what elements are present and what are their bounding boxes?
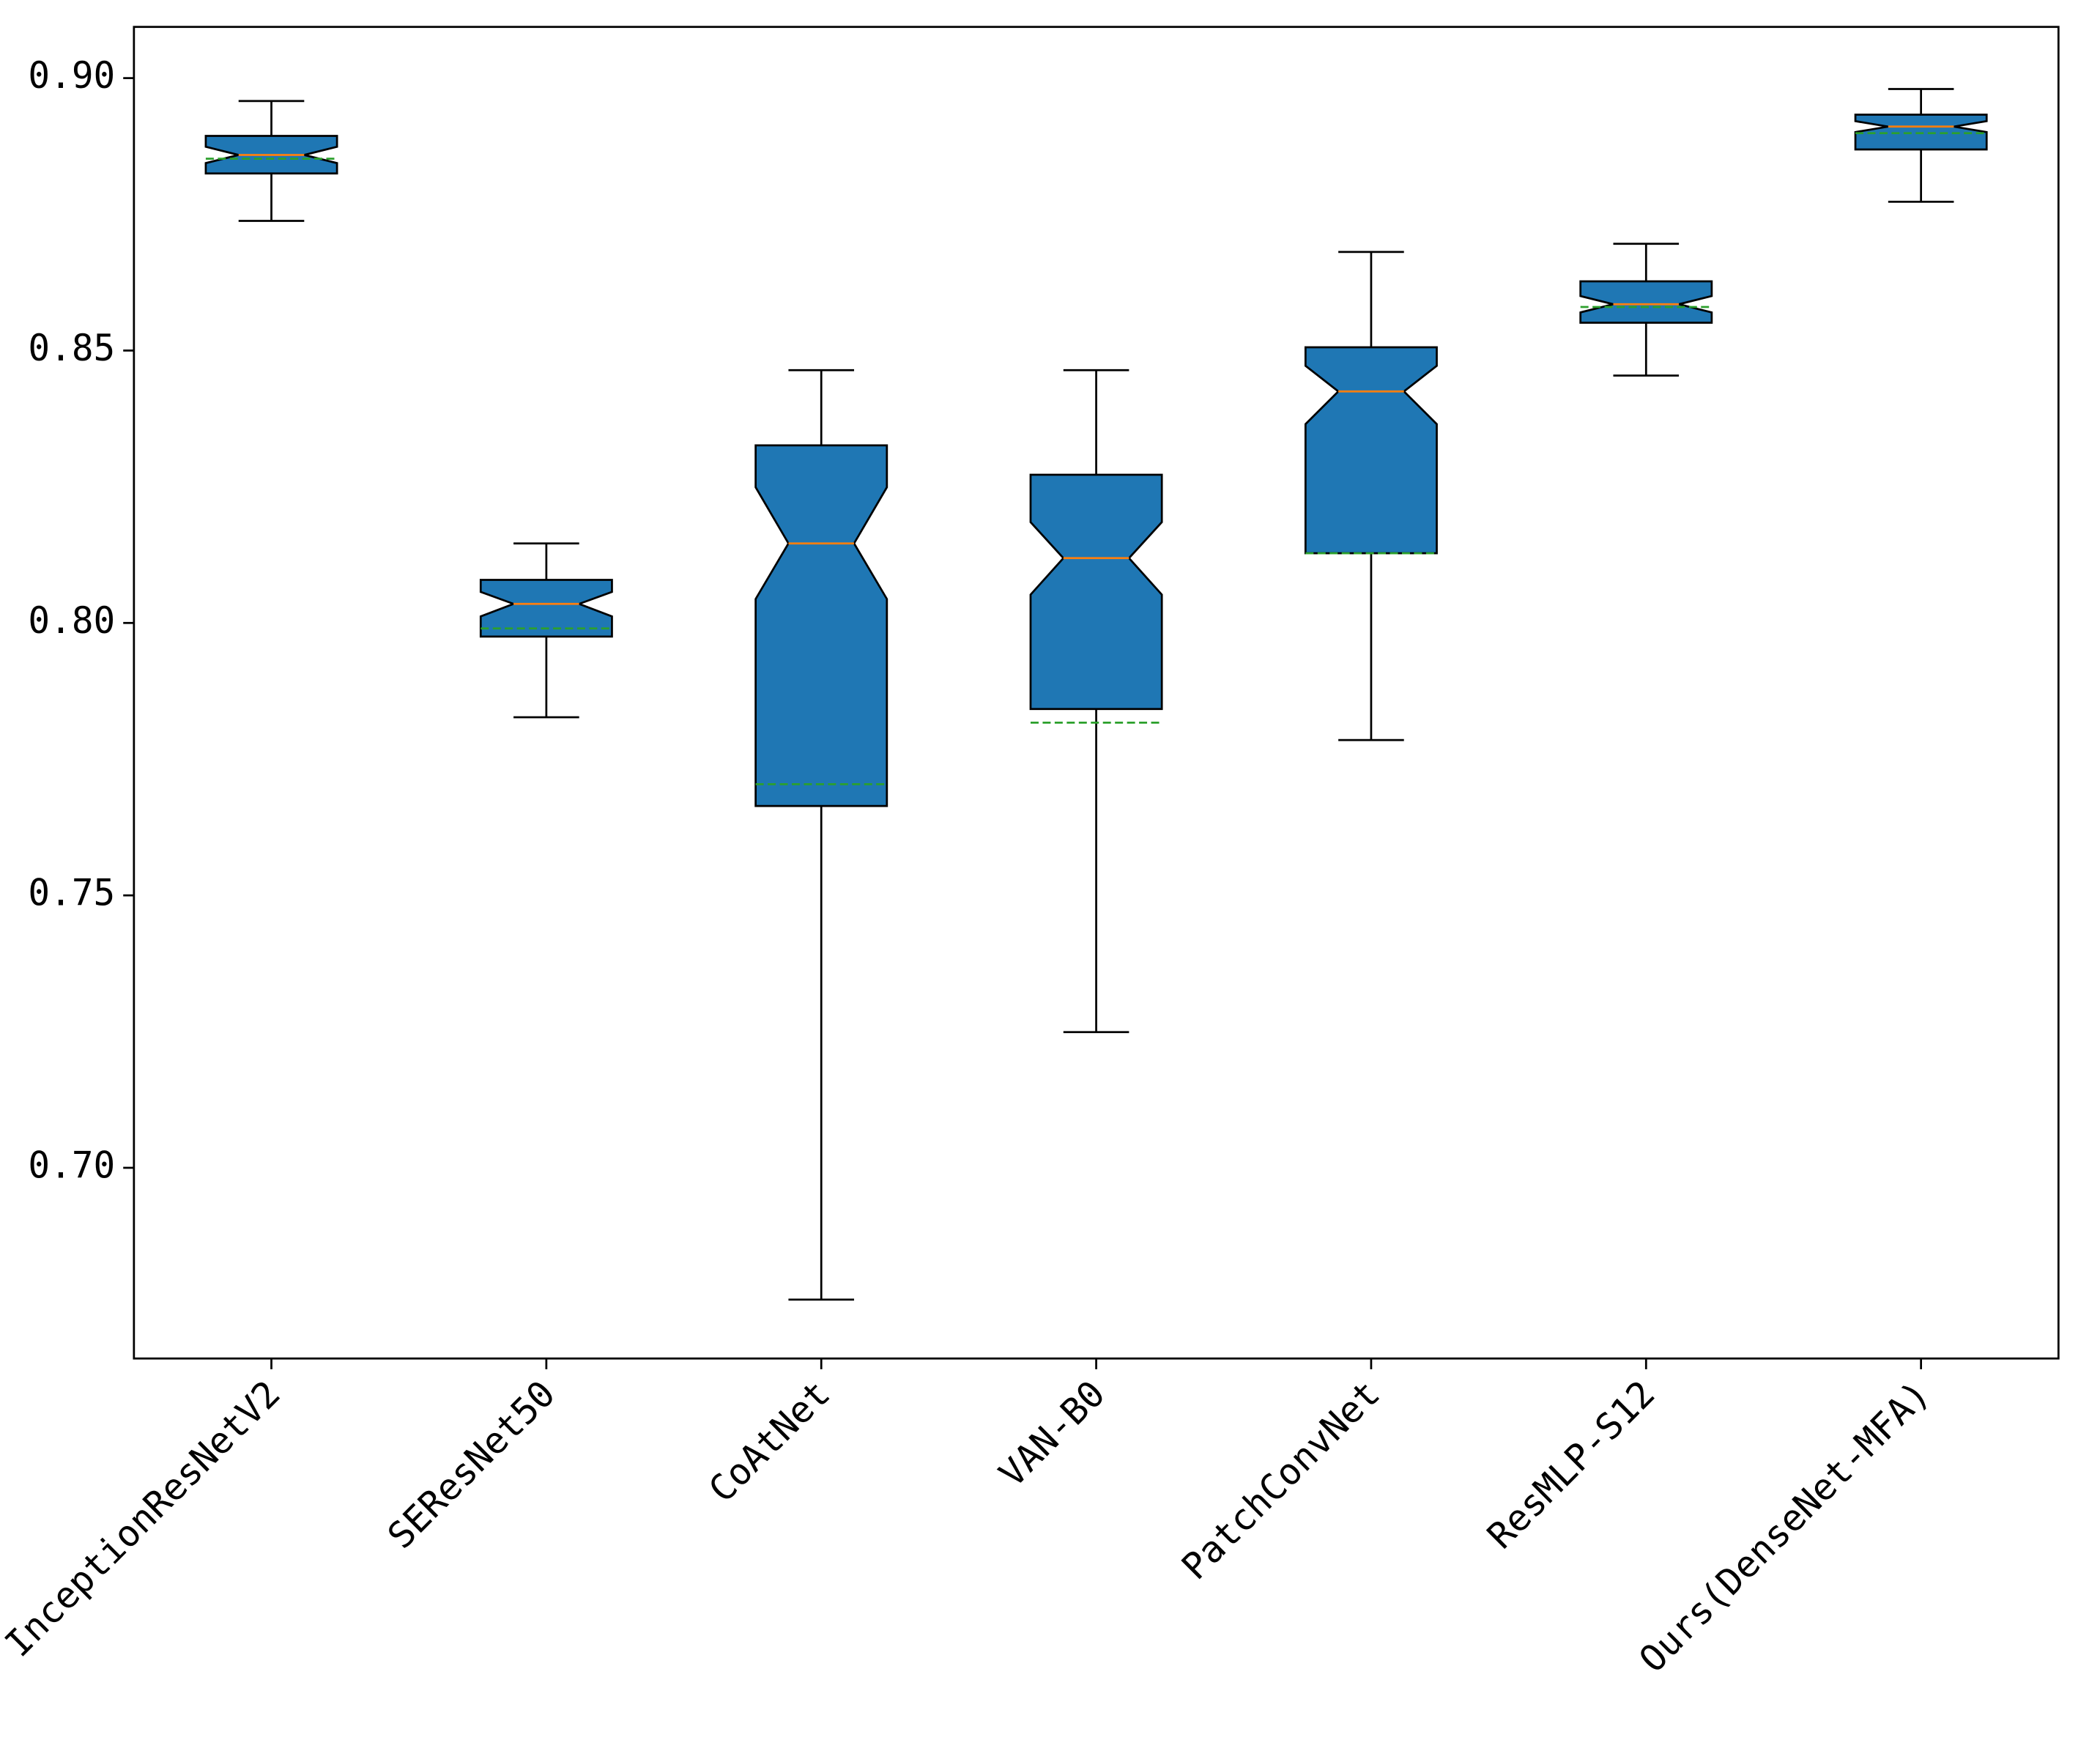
box xyxy=(1854,114,1988,151)
box xyxy=(1304,346,1438,555)
box xyxy=(1579,280,1713,324)
x-tick-label: Ours(DenseNet-MFA) xyxy=(1631,1372,1938,1681)
y-tick-label: 0.70 xyxy=(28,1144,115,1186)
x-tick-label: PatchConvNet xyxy=(1173,1372,1388,1588)
box xyxy=(1029,473,1163,711)
y-tick-label: 0.80 xyxy=(28,599,115,642)
x-tick-label: CoAtNet xyxy=(700,1372,838,1511)
box xyxy=(479,579,613,638)
y-tick-label: 0.90 xyxy=(28,54,115,97)
x-tick-label: SEResNet50 xyxy=(379,1372,563,1557)
x-tick-label: ResMLP-S12 xyxy=(1479,1372,1663,1557)
box xyxy=(754,444,888,807)
y-tick-label: 0.75 xyxy=(28,872,115,914)
x-tick-label: VAN-B0 xyxy=(991,1372,1113,1495)
y-tick-label: 0.85 xyxy=(28,327,115,369)
x-tick-label: InceptionResNetV2 xyxy=(0,1372,289,1665)
